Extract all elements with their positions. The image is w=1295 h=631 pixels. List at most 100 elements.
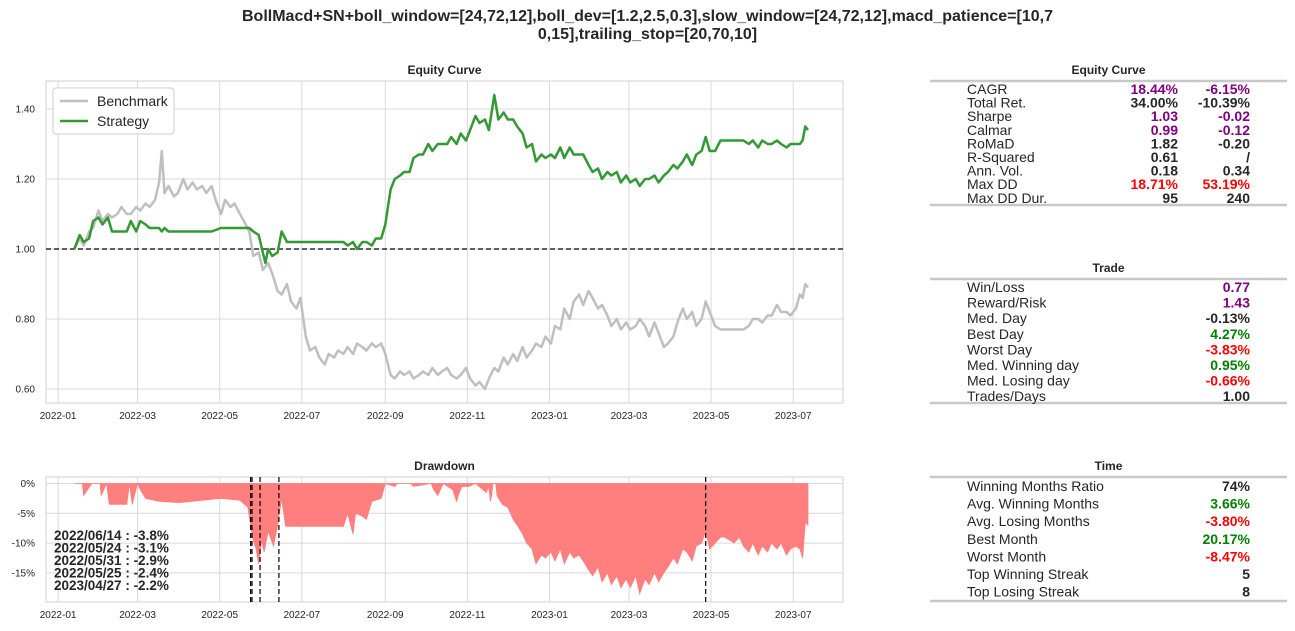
trade-table-value: 0.77 <box>1223 279 1250 295</box>
equity-table-value-strategy: 0.99 <box>1151 122 1178 138</box>
figure-title-line-1: BollMacd+SN+boll_window=[24,72,12],boll_… <box>242 8 1053 25</box>
equity-table-label: R-Squared <box>967 149 1035 165</box>
equity-table-value-benchmark: -10.39% <box>1198 95 1251 111</box>
equity-table-value-strategy: 95 <box>1162 190 1178 206</box>
equity-table-value-benchmark: -0.02 <box>1218 108 1250 124</box>
drawdown-x-tick-label: 2023-05 <box>693 610 730 621</box>
trade-table-value: 1.00 <box>1223 388 1250 404</box>
equity-table-label: Calmar <box>967 122 1012 138</box>
equity-table-value-strategy: 1.03 <box>1151 108 1178 124</box>
time-table-value: 20.17% <box>1203 531 1251 547</box>
benchmark-line <box>73 149 809 391</box>
equity-x-tick-label: 2022-03 <box>119 411 156 422</box>
equity-x-tick-label: 2023-07 <box>775 411 812 422</box>
equity-table-label: Sharpe <box>967 108 1012 124</box>
equity-plot-area <box>45 80 844 404</box>
strategy-line <box>73 93 809 265</box>
trade-table-label: Reward/Risk <box>967 295 1047 311</box>
equity-y-tick-label: 1.40 <box>16 105 36 116</box>
equity-x-tick-label: 2023-05 <box>693 411 730 422</box>
time-table-label: Avg. Winning Months <box>967 496 1099 512</box>
equity-table-label: Total Ret. <box>967 95 1026 111</box>
drawdown-x-tick-label: 2023-03 <box>611 610 648 621</box>
drawdown-x-tick-label: 2023-07 <box>775 610 812 621</box>
trade-table-label: Worst Day <box>967 341 1032 357</box>
time-table-value: 3.66% <box>1210 496 1250 512</box>
trade-table: Trade Win/Loss 0.77 Reward/Risk 1.43 Med. Day… <box>930 261 1287 405</box>
drawdown-x-tick-label: 2022-03 <box>119 610 156 621</box>
equity-table-label: RoMaD <box>967 135 1014 151</box>
equity-table-value-benchmark: 0.34 <box>1223 163 1250 179</box>
trade-table-label: Trades/Days <box>967 388 1046 404</box>
trade-table-label: Med. Winning day <box>967 357 1079 373</box>
trade-table-value: -3.83% <box>1206 341 1251 357</box>
equity-table-label: Max DD <box>967 176 1018 192</box>
equity-y-tick-label: 1.00 <box>16 245 36 256</box>
equity-x-tick-label: 2022-11 <box>449 411 485 422</box>
time-table-label: Worst Month <box>967 548 1046 564</box>
trade-table-value: -0.13% <box>1206 310 1251 326</box>
trade-table-value: 1.43 <box>1223 295 1250 311</box>
drawdown-y-tick-label: -5% <box>17 509 35 520</box>
time-table-value: 5 <box>1242 566 1250 582</box>
drawdown-axis-title: Drawdown <box>414 459 475 473</box>
equity-table-value-strategy: 0.61 <box>1151 149 1178 165</box>
equity-legend: Benchmark Strategy <box>52 87 175 135</box>
equity-table-value-strategy: 18.71% <box>1131 176 1179 192</box>
drawdown-y-tick-label: -10% <box>12 539 35 550</box>
drawdown-annotation: 2022/05/31 : -2.9% <box>54 553 169 568</box>
equity-table-label: Ann. Vol. <box>967 163 1023 179</box>
drawdown-x-tick-label: 2022-09 <box>367 610 404 621</box>
drawdown-x-tick-label: 2022-05 <box>201 610 238 621</box>
figure-title-line-2: 0,15],trailing_stop=[20,70,10] <box>537 26 758 43</box>
time-table-label: Top Losing Streak <box>967 584 1080 600</box>
time-table-title: Time <box>1095 459 1123 473</box>
equity-plot: 2022-01 2022-03 2022-05 2022-07 2022-09 2022-… <box>16 63 844 422</box>
time-table-label: Top Winning Streak <box>967 566 1089 582</box>
equity-x-tick-label: 2022-05 <box>201 411 238 422</box>
drawdown-x-tick-label: 2022-11 <box>449 610 485 621</box>
time-table-label: Avg. Losing Months <box>967 513 1090 529</box>
time-table: Time Winning Months Ratio 74% Avg. Winning … <box>930 459 1287 603</box>
equity-x-tick-label: 2023-01 <box>531 411 568 422</box>
equity-y-tick-label: 0.80 <box>16 315 36 326</box>
equity-table-value-strategy: 0.18 <box>1151 163 1178 179</box>
time-table-label: Best Month <box>967 531 1038 547</box>
equity-table-value-strategy: 1.82 <box>1151 135 1178 151</box>
equity-table-title: Equity Curve <box>1071 63 1145 77</box>
equity-table-value-benchmark: / <box>1246 149 1250 165</box>
equity-table-value-benchmark: -0.20 <box>1218 135 1250 151</box>
drawdown-annotation: 2022/05/24 : -3.1% <box>54 541 169 556</box>
equity-table-value-benchmark: -0.12 <box>1218 122 1250 138</box>
equity-x-tick-label: 2022-09 <box>367 411 404 422</box>
trade-table-label: Win/Loss <box>967 279 1025 295</box>
trade-table-value: -0.66% <box>1206 373 1251 389</box>
equity-table-value-benchmark: -6.15% <box>1206 81 1251 97</box>
time-table-value: 74% <box>1222 478 1251 494</box>
equity-table-value-benchmark: 53.19% <box>1203 176 1251 192</box>
equity-table-value-strategy: 18.44% <box>1131 81 1179 97</box>
trade-table-label: Med. Day <box>967 310 1027 326</box>
equity-table-value-benchmark: 240 <box>1227 190 1251 206</box>
time-table-value: -8.47% <box>1206 548 1251 564</box>
drawdown-area <box>74 482 809 596</box>
time-table-label: Winning Months Ratio <box>967 478 1104 494</box>
legend-box <box>52 87 175 135</box>
equity-x-tick-label: 2023-03 <box>611 411 648 422</box>
equity-y-tick-label: 0.60 <box>16 385 36 396</box>
drawdown-annotation: 2023/04/27 : -2.2% <box>54 578 169 593</box>
figure-title: BollMacd+SN+boll_window=[24,72,12],boll_… <box>0 8 1295 44</box>
drawdown-y-tick-label: -15% <box>12 568 35 579</box>
equity-x-tick-label: 2022-01 <box>40 411 77 422</box>
trade-table-label: Best Day <box>967 326 1024 342</box>
drawdown-x-tick-label: 2023-01 <box>531 610 568 621</box>
equity-table-value-strategy: 34.00% <box>1131 95 1179 111</box>
drawdown-y-tick-label: 0% <box>21 479 36 490</box>
drawdown-x-tick-label: 2022-01 <box>40 610 77 621</box>
equity-table-label: CAGR <box>967 81 1007 97</box>
equity-x-tick-label: 2022-07 <box>283 411 320 422</box>
trade-table-value: 0.95% <box>1210 357 1250 373</box>
equity-table-label: Max DD Dur. <box>967 190 1047 206</box>
drawdown-plot: 2022-01 2022-03 2022-05 2022-07 2022-09 2022-… <box>12 459 844 621</box>
